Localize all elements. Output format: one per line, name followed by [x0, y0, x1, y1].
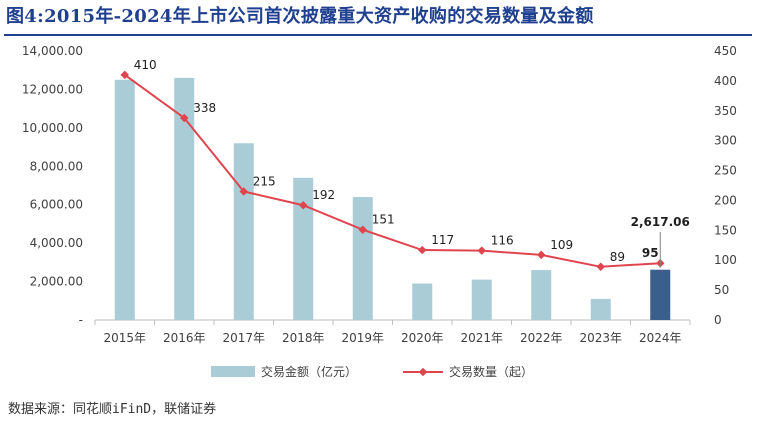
x-tick-label: 2024年 [639, 331, 682, 345]
y-right-tick-label: 0 [714, 313, 722, 327]
line-data-label: 338 [193, 101, 216, 115]
bar [531, 270, 552, 320]
line-path [124, 74, 661, 268]
legend-label-line: 交易数量（起） [449, 364, 533, 379]
line-point [358, 225, 367, 234]
bar [174, 77, 195, 321]
line-data-label: 109 [550, 238, 573, 252]
bar [650, 269, 671, 320]
legend: 交易金额（亿元） 交易数量（起） [211, 364, 533, 379]
y-right-tick-label: 400 [714, 74, 737, 88]
legend-swatch-bar [211, 366, 255, 377]
y-right-tick-label: 200 [714, 193, 737, 207]
line-data-label: 151 [372, 213, 395, 227]
y-right-tick-label: 250 [714, 164, 737, 178]
y-right-tick-label: 50 [714, 283, 729, 297]
line-data-label: 215 [253, 174, 276, 188]
y-left-tick-label: 2,000.00 [30, 275, 83, 289]
line-data-label: 89 [610, 250, 625, 264]
x-tick-label: 2022年 [520, 331, 563, 345]
x-tick-label: 2016年 [163, 331, 206, 345]
x-tick-label: 2019年 [341, 331, 384, 345]
line-point [299, 200, 308, 210]
line-point [596, 262, 605, 272]
line-point [418, 245, 427, 255]
data-labels: 2,617.06 410 338 215 192 151 117 116 109 89 95 [134, 58, 690, 268]
y-right-tick-label: 100 [714, 253, 737, 267]
x-tick-label: 2023年 [579, 331, 622, 345]
y-axis-left: - 2,000.00 4,000.00 6,000.00 8,000.00 10,000.… [22, 44, 83, 327]
x-tick-label: 2021年 [460, 331, 503, 345]
line-point [477, 246, 486, 255]
y-left-tick-label: 14,000.00 [22, 44, 83, 58]
y-left-tick-label: 8,000.00 [30, 159, 83, 173]
bar-series [114, 77, 671, 321]
bar [293, 177, 314, 320]
line-data-label: 410 [134, 58, 157, 72]
line-point [537, 250, 546, 260]
title-underline [4, 34, 752, 36]
y-left-tick-label: 12,000.00 [22, 82, 83, 96]
bar [412, 283, 433, 320]
x-axis: 2015年 2016年 2017年 2018年 2019年 2020年 2021年 2022年… [94, 319, 691, 345]
x-tick-label: 2015年 [103, 331, 146, 345]
line-data-label: 192 [312, 188, 335, 202]
y-left-tick-label: 6,000.00 [30, 198, 83, 212]
bar [114, 79, 135, 320]
line-point [120, 70, 129, 80]
bar [590, 298, 611, 320]
chart: - 2,000.00 4,000.00 6,000.00 8,000.00 10,000.… [22, 44, 737, 379]
bar-data-label: 2,617.06 [631, 215, 690, 229]
x-tick-label: 2018年 [282, 331, 325, 345]
legend-marker-line [418, 367, 428, 377]
bar [471, 279, 492, 320]
bar [233, 143, 254, 320]
line-data-label: 117 [431, 233, 454, 247]
line-point [180, 113, 189, 123]
bar [352, 197, 373, 320]
y-right-tick-label: 300 [714, 134, 737, 148]
y-right-tick-label: 350 [714, 104, 737, 118]
legend-label-bar: 交易金额（亿元） [261, 364, 357, 379]
x-tick-label: 2020年 [401, 331, 444, 345]
line-point [239, 187, 248, 196]
y-left-tick-label: 4,000.00 [30, 236, 83, 250]
line-data-label: 95 [642, 246, 659, 260]
y-left-tick-label: - [79, 313, 83, 327]
y-left-tick-label: 10,000.00 [22, 121, 83, 135]
source-note: 数据来源：同花顺iFinD，联储证券 [8, 402, 217, 417]
y-axis-right: 0 50 100 150 200 250 300 350 400 450 [714, 44, 737, 327]
y-right-tick-label: 450 [714, 44, 737, 58]
x-tick-label: 2017年 [222, 331, 265, 345]
figure-title: 图4:2015年-2024年上市公司首次披露重大资产收购的交易数量及金额 [6, 6, 594, 27]
line-data-label: 116 [491, 234, 514, 248]
y-right-tick-label: 150 [714, 223, 737, 237]
